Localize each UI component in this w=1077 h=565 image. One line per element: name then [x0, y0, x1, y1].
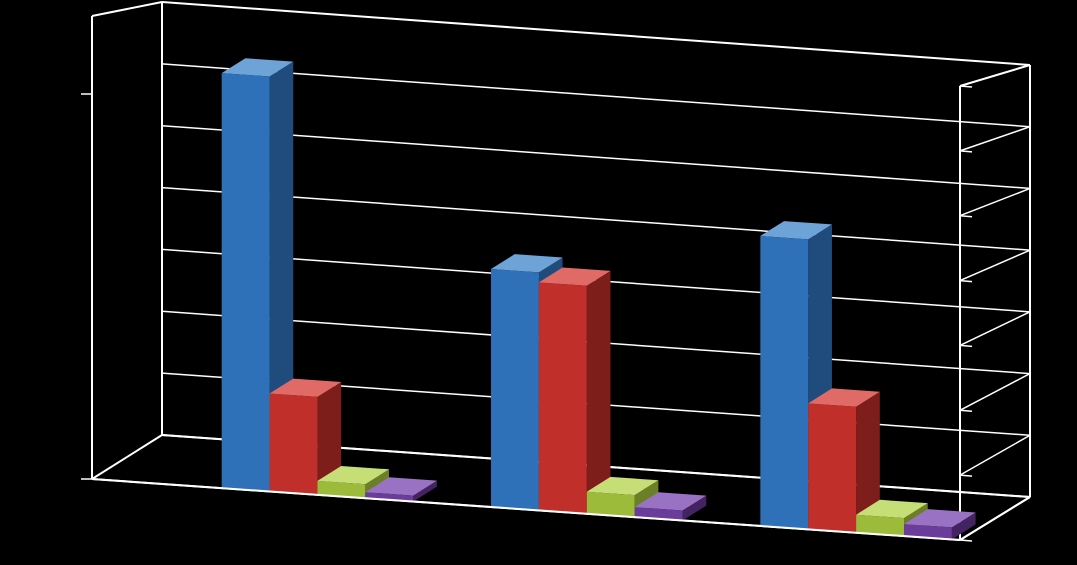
- bar-chart-3d: [0, 0, 1077, 565]
